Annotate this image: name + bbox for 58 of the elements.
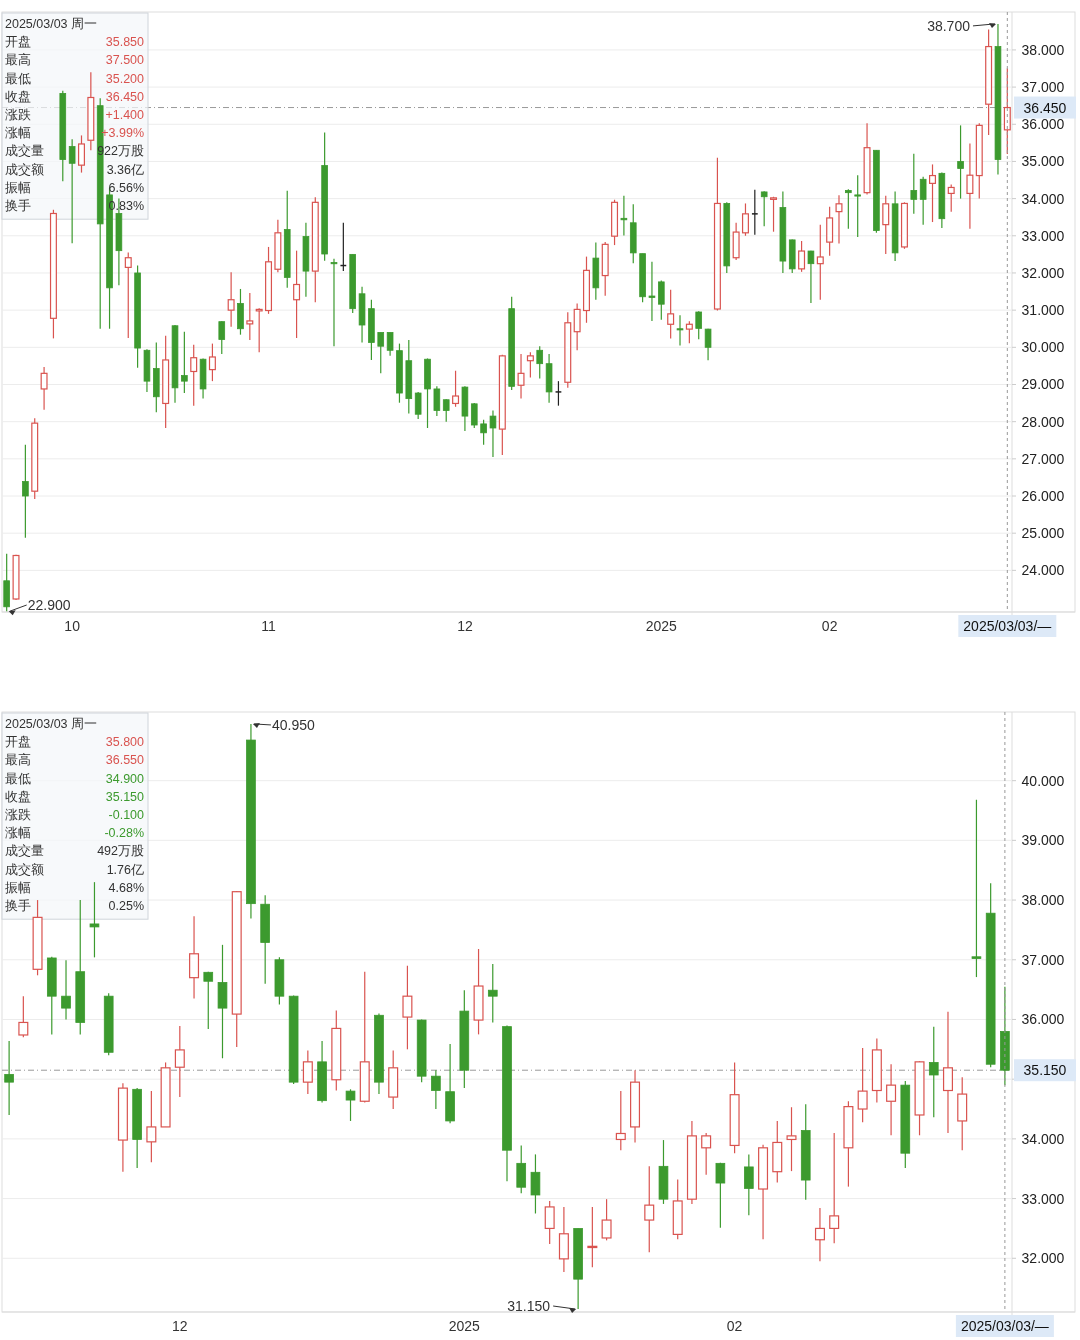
x-tick-label: 2025/03/03/— bbox=[963, 618, 1052, 634]
x-tick-label: 12 bbox=[172, 1318, 188, 1334]
text: 最高 36.550 bbox=[5, 753, 144, 768]
y-tick-label: 32.000 bbox=[1021, 1250, 1065, 1267]
x-tick-label: 10 bbox=[64, 618, 81, 634]
y-tick-label: 28.000 bbox=[1021, 413, 1065, 430]
x-tick-label: 2025 bbox=[448, 1318, 481, 1334]
y-tick-label: 25.000 bbox=[1021, 525, 1065, 542]
y-tick-label: 38.000 bbox=[1021, 892, 1065, 909]
x-tick-label: 02 bbox=[726, 1318, 743, 1334]
y-tick-label: 30.000 bbox=[1021, 339, 1065, 356]
text: 成交额 1.76亿 bbox=[5, 862, 144, 877]
y-tick-label: 34.000 bbox=[1021, 1130, 1065, 1147]
annotation: 22.900 bbox=[27, 597, 71, 613]
x-tick-label: 2025/03/03/— bbox=[960, 1318, 1049, 1334]
text: 换手 0.25% bbox=[5, 899, 144, 913]
text: 最低 34.900 bbox=[5, 771, 144, 786]
text: 涨跌 -0.100 bbox=[5, 808, 144, 822]
y-tick-label: 37.000 bbox=[1021, 79, 1065, 96]
ref-line-label: 35.150 bbox=[1023, 1062, 1067, 1079]
annotation: 2025/03/03 周一 bbox=[5, 17, 98, 31]
y-tick-label: 24.000 bbox=[1021, 562, 1065, 579]
y-tick-label: 33.000 bbox=[1021, 227, 1065, 244]
x-tick-label: 2025 bbox=[645, 618, 678, 634]
y-tick-label: 39.000 bbox=[1021, 832, 1065, 849]
y-tick-label: 38.000 bbox=[1021, 41, 1065, 58]
y-tick-label: 36.000 bbox=[1021, 116, 1065, 133]
text: 最高 37.500 bbox=[5, 53, 144, 68]
text: 振幅 4.68% bbox=[5, 880, 144, 895]
text: 开盘 35.800 bbox=[5, 735, 144, 750]
y-tick-label: 36.000 bbox=[1021, 1011, 1065, 1028]
annotation: 2025/03/03 周一 bbox=[5, 717, 98, 731]
text: 开盘 35.850 bbox=[5, 35, 144, 50]
y-tick-label: 29.000 bbox=[1021, 376, 1065, 393]
y-tick-label: 32.000 bbox=[1021, 264, 1065, 281]
y-tick-label: 27.000 bbox=[1021, 450, 1065, 467]
y-tick-label: 40.000 bbox=[1021, 772, 1065, 789]
x-tick-label: 02 bbox=[821, 618, 838, 634]
y-tick-label: 35.000 bbox=[1021, 153, 1065, 170]
text: 收盘 35.150 bbox=[5, 789, 144, 804]
text: 成交额 3.36亿 bbox=[5, 162, 144, 177]
text: 涨跌 +1.400 bbox=[5, 108, 144, 122]
ref-line-label: 36.450 bbox=[1023, 99, 1067, 116]
text: 收盘 36.450 bbox=[5, 89, 144, 104]
y-tick-label: 33.000 bbox=[1021, 1190, 1065, 1207]
x-tick-label: 11 bbox=[261, 618, 276, 634]
x-tick-label: 12 bbox=[457, 618, 473, 634]
annotation: 31.150 bbox=[507, 1298, 551, 1314]
y-tick-label: 37.000 bbox=[1021, 951, 1065, 968]
text: 涨幅 -0.28% bbox=[5, 826, 144, 841]
y-tick-label: 31.000 bbox=[1021, 302, 1065, 319]
text: 最低 35.200 bbox=[5, 71, 144, 86]
annotation: 40.950 bbox=[271, 716, 315, 733]
y-tick-label: 26.000 bbox=[1021, 488, 1065, 505]
y-tick-label: 34.000 bbox=[1021, 190, 1065, 207]
annotation: 38.700 bbox=[927, 17, 971, 34]
text: 成交量 492万股 bbox=[5, 844, 144, 859]
text: 振幅 6.56% bbox=[5, 180, 144, 195]
